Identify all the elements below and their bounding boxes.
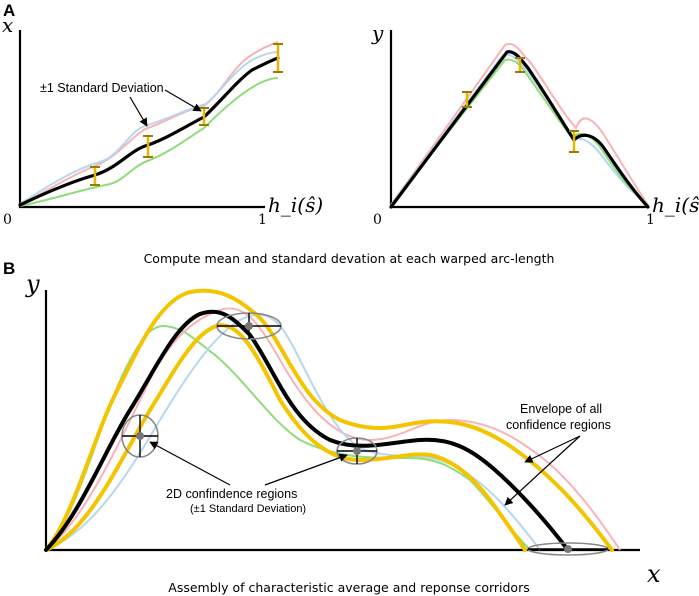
envelope-note-line1: Envelope of all bbox=[520, 402, 602, 416]
left-plot-axes bbox=[18, 30, 265, 209]
panel-b-plot: y x bbox=[25, 270, 661, 588]
right-sample-pink bbox=[390, 42, 649, 206]
right-error-bars bbox=[462, 57, 579, 153]
corridor-lower bbox=[44, 322, 527, 552]
right-plot-tick-one: 1 bbox=[646, 212, 655, 228]
confidence-note-line2: (±1 Standard Deviation) bbox=[190, 503, 306, 515]
panel-a-letter: A bbox=[3, 1, 15, 20]
envelope-note-line2: confidence regions bbox=[506, 418, 611, 432]
right-plot-y-label: y bbox=[371, 21, 384, 45]
envelope-arrow-2 bbox=[504, 435, 581, 506]
left-plot-tick-one: 1 bbox=[258, 212, 267, 228]
confidence-arrow-2 bbox=[264, 453, 348, 486]
panel-b-x-label: x bbox=[647, 560, 661, 588]
panel-b-letter: B bbox=[3, 259, 15, 278]
confidence-region-3 bbox=[336, 437, 378, 465]
envelope-arrow-1 bbox=[524, 435, 581, 463]
left-sample-green bbox=[19, 77, 279, 207]
panel-b-y-label: y bbox=[25, 270, 40, 298]
left-sample-blue bbox=[19, 51, 279, 205]
panel-a-left-plot: x h_i(ŝ) 0 1 ±1 Standard Deviation bbox=[2, 13, 323, 228]
left-plot-x-label: h_i(ŝ) bbox=[268, 193, 323, 217]
confidence-region-1 bbox=[121, 414, 159, 458]
panel-a-caption: Compute mean and standard devation at ea… bbox=[144, 251, 555, 266]
b-sample-pink bbox=[45, 307, 621, 551]
right-plot-tick-zero: 0 bbox=[373, 212, 382, 228]
std-dev-arrow-2 bbox=[164, 89, 202, 112]
corridor-upper bbox=[44, 288, 614, 552]
confidence-region-2 bbox=[216, 312, 282, 340]
std-dev-arrow-1 bbox=[129, 96, 148, 127]
left-mean-curve bbox=[18, 56, 280, 207]
left-plot-tick-zero: 0 bbox=[3, 212, 12, 228]
panel-b-caption: Assembly of characteristic average and r… bbox=[168, 580, 529, 595]
left-plot-y-label: x bbox=[2, 13, 13, 37]
left-sample-pink bbox=[19, 41, 279, 206]
std-dev-annotation: ±1 Standard Deviation bbox=[40, 81, 164, 95]
right-sample-green bbox=[390, 58, 649, 206]
right-sample-blue bbox=[390, 53, 649, 206]
right-plot-x-label: h_i(ŝ) bbox=[652, 193, 699, 217]
confidence-note-line1: 2D confindence regions bbox=[166, 487, 297, 501]
panel-a-right-plot: y h_i(ŝ) 0 1 bbox=[371, 21, 699, 228]
confidence-arrow-1 bbox=[149, 441, 231, 486]
confidence-region-4 bbox=[527, 542, 609, 556]
right-mean-curve bbox=[389, 50, 650, 209]
b-mean-curve bbox=[44, 309, 570, 552]
